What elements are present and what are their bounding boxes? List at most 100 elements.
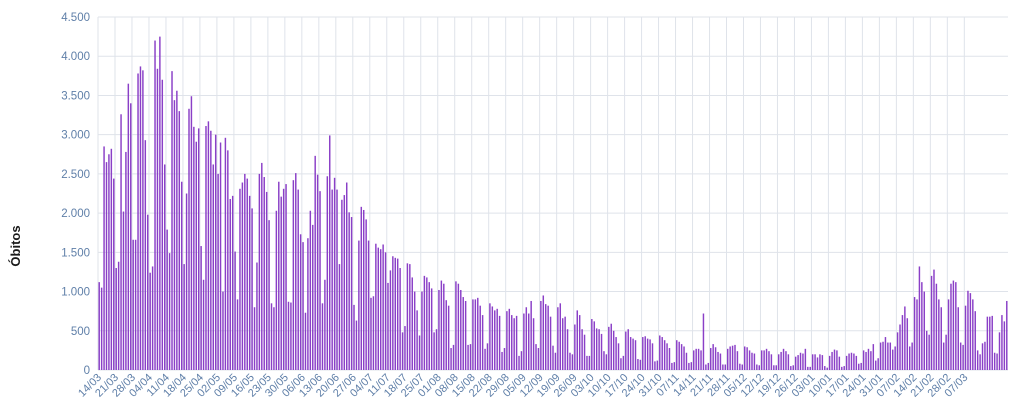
bar xyxy=(246,178,248,370)
bar xyxy=(887,342,889,370)
x-axis-ticks: 14/0321/0328/0304/0411/0418/0425/0402/05… xyxy=(76,372,970,400)
bar xyxy=(972,299,974,370)
bar xyxy=(758,365,760,370)
bar xyxy=(593,321,595,370)
bar xyxy=(889,342,892,370)
bar xyxy=(610,323,612,370)
bar xyxy=(375,243,377,370)
bar xyxy=(134,239,137,370)
bar xyxy=(547,305,549,370)
bar xyxy=(702,313,705,370)
bar xyxy=(338,264,341,370)
bar xyxy=(365,219,367,370)
bar xyxy=(559,303,562,370)
bar xyxy=(646,338,649,370)
bar xyxy=(656,360,659,370)
bar xyxy=(452,344,455,370)
bar xyxy=(836,350,838,370)
bar xyxy=(263,177,265,370)
bar xyxy=(333,177,336,370)
bar xyxy=(125,151,127,370)
bar xyxy=(862,350,865,370)
bar xyxy=(688,362,690,370)
bar xyxy=(765,348,768,370)
bar xyxy=(195,141,198,370)
bar xyxy=(239,188,241,370)
bar xyxy=(304,312,307,370)
bar xyxy=(358,240,360,370)
bar xyxy=(236,299,239,370)
bar xyxy=(945,334,947,370)
bar xyxy=(280,196,282,370)
bar-series xyxy=(98,36,1008,371)
bar xyxy=(130,103,132,371)
bar xyxy=(637,359,639,370)
bar xyxy=(882,341,884,370)
bar xyxy=(819,354,821,370)
bar xyxy=(821,355,824,370)
bar xyxy=(122,211,125,370)
bar xyxy=(537,348,540,370)
bar xyxy=(411,277,413,370)
bar xyxy=(678,341,680,370)
bar xyxy=(413,291,416,370)
bar xyxy=(899,324,901,370)
bar xyxy=(557,307,559,370)
bar xyxy=(872,344,875,370)
bar xyxy=(251,208,253,370)
bar xyxy=(166,229,168,370)
bar xyxy=(642,337,644,370)
bar xyxy=(673,362,676,370)
bar xyxy=(877,358,879,370)
bar xyxy=(809,366,811,370)
bar xyxy=(959,342,962,370)
bar xyxy=(627,329,629,370)
bar xyxy=(117,261,120,370)
bar xyxy=(343,195,346,370)
bar xyxy=(477,297,479,370)
bar xyxy=(826,367,828,370)
bar xyxy=(916,299,918,370)
bar xyxy=(911,342,913,370)
bar xyxy=(440,280,443,370)
bar xyxy=(700,350,702,370)
bar xyxy=(598,329,600,370)
bar xyxy=(811,354,814,370)
bar xyxy=(736,351,739,370)
bar xyxy=(348,212,350,370)
bar xyxy=(751,352,753,370)
bar xyxy=(265,191,268,370)
bar xyxy=(753,353,756,370)
bar xyxy=(535,344,537,370)
bar xyxy=(928,334,930,370)
bar xyxy=(989,316,991,370)
y-tick-label: 500 xyxy=(71,326,90,338)
bar xyxy=(705,364,707,370)
bar xyxy=(775,365,777,370)
bar xyxy=(807,366,809,370)
bar xyxy=(484,348,486,370)
bar xyxy=(382,244,384,370)
bar xyxy=(942,342,945,370)
bar xyxy=(336,189,338,370)
bar xyxy=(156,68,159,371)
bar xyxy=(984,341,986,370)
bar xyxy=(144,140,147,370)
bar xyxy=(392,256,394,370)
bar xyxy=(159,36,161,370)
bar xyxy=(110,148,113,370)
bar xyxy=(113,178,115,370)
bar xyxy=(370,297,372,370)
bar xyxy=(884,337,887,370)
bar xyxy=(472,299,474,370)
bar xyxy=(661,337,663,370)
bar xyxy=(309,210,312,370)
bar xyxy=(188,108,190,370)
bar xyxy=(690,362,693,370)
bar xyxy=(734,344,736,370)
bar xyxy=(785,351,787,370)
bar xyxy=(777,354,780,370)
bar xyxy=(384,252,387,370)
